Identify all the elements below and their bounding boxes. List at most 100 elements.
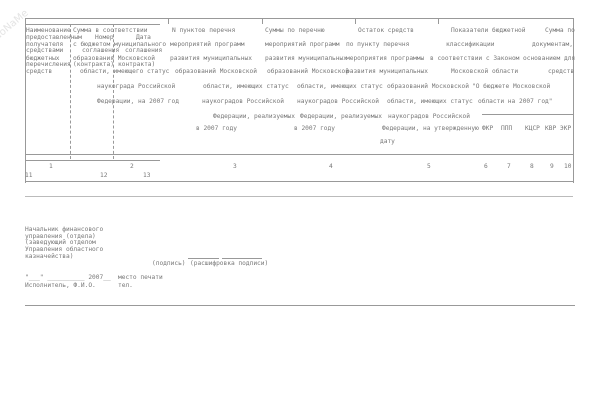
header-cell: мероприятий программ	[170, 41, 245, 48]
header-cell: средств	[548, 68, 575, 75]
signature-decode-field[interactable]: (расшифровка подписи)	[190, 260, 269, 267]
header-cell: N пунктов перечня	[172, 27, 236, 34]
header-cell: ЭКР	[560, 125, 572, 132]
date-field[interactable]: "___" __________ 2007__	[25, 274, 111, 281]
column-divider	[168, 18, 169, 24]
header-cell: наукоградов Российской	[388, 113, 470, 120]
header-cell: "О бюджете Московской	[472, 83, 551, 90]
header-cell: наукоградов Российской	[202, 98, 284, 105]
header-cell: области на 2007 год"	[478, 98, 553, 105]
table-rule	[482, 114, 573, 115]
table-rule	[25, 160, 160, 161]
header-cell: Наименование	[26, 27, 71, 34]
header-cell: Сумма по	[545, 27, 575, 34]
header-cell: контракта)	[118, 61, 156, 68]
header-cell: предоставленным	[26, 34, 82, 41]
header-cell: КВР	[545, 125, 557, 132]
header-cell: (контракта)	[73, 61, 114, 68]
header-cell: средств	[26, 68, 53, 75]
header-cell: с бюджетом муниципального	[73, 41, 167, 48]
header-cell: Сумма в соответствии	[73, 27, 148, 34]
header-cell: Дата	[136, 34, 151, 41]
signer-title: управления (отдела)	[25, 233, 96, 240]
table-border	[25, 18, 26, 183]
signature-rule	[188, 258, 219, 259]
header-cell: области, имеющих статус	[387, 98, 473, 105]
header-cell: в 2007 году	[294, 125, 335, 132]
column-number: 4	[329, 163, 333, 170]
stamp-place: место печати	[118, 274, 163, 281]
header-cell: КЦСР	[525, 125, 540, 132]
table-rule	[25, 181, 573, 182]
header-cell: мероприятия программы	[346, 55, 425, 62]
header-cell: образований Московской	[387, 83, 469, 90]
column-number: 13	[143, 172, 151, 179]
column-divider	[262, 18, 263, 24]
header-cell: по пункту перечня	[346, 41, 410, 48]
header-cell: в соответствии с Законом	[430, 55, 520, 62]
signature-field[interactable]: (подпись)	[152, 260, 186, 267]
column-divider	[438, 18, 439, 24]
header-cell: развития муниципальных	[265, 55, 347, 62]
column-number: 8	[530, 163, 534, 170]
header-cell: образований Московской	[267, 68, 349, 75]
column-number: 3	[233, 163, 237, 170]
signer-title: Управления областного	[25, 246, 104, 253]
header-cell: Федерации, на утвержденную	[382, 125, 479, 132]
header-cell: развития муниципальных	[346, 68, 428, 75]
header-cell: перечисления	[26, 61, 71, 68]
column-number: 11	[25, 172, 33, 179]
phone-field[interactable]: тел.	[118, 282, 133, 289]
header-cell: бюджетных	[26, 55, 60, 62]
column-number: 12	[100, 172, 108, 179]
table-rule	[25, 196, 573, 197]
bottom-rule	[25, 305, 575, 306]
header-cell: Федерации, на 2007 год	[97, 98, 179, 105]
header-cell: Остаток средств	[358, 27, 414, 34]
header-cell: Показатели бюджетной	[451, 27, 526, 34]
header-cell: ФКР	[482, 125, 494, 132]
header-cell: Суммы по перечню	[265, 27, 325, 34]
table-top-rule	[25, 18, 573, 19]
header-cell: дату	[380, 138, 395, 145]
header-cell: Федерации, реализуемых	[213, 113, 295, 120]
column-number: 6	[484, 163, 488, 170]
header-cell: получателя	[26, 41, 64, 48]
header-cell: Номер	[95, 34, 114, 41]
header-cell: основанием для	[523, 55, 576, 62]
header-cell: образования Московской	[73, 55, 155, 62]
header-cell: образований Московской	[175, 68, 257, 75]
header-cell: области, имеющих статус	[203, 83, 289, 90]
signature-rule	[222, 258, 262, 259]
header-cell: в 2007 году	[196, 125, 237, 132]
header-cell: ППП	[501, 125, 513, 132]
table-border	[573, 18, 574, 183]
table-rule	[25, 24, 160, 25]
column-number: 10	[564, 163, 572, 170]
header-cell: классификации	[446, 41, 495, 48]
column-divider	[113, 24, 114, 159]
column-number: 7	[507, 163, 511, 170]
header-cell: области, имеющих статус	[297, 83, 383, 90]
header-cell: средствами	[26, 47, 64, 54]
header-cell: соглашения	[82, 47, 120, 54]
header-cell: мероприятий программ	[265, 41, 340, 48]
column-divider	[70, 24, 71, 159]
signer-title: казначейства)	[25, 253, 74, 260]
column-number: 1	[49, 163, 53, 170]
table-rule	[25, 154, 573, 155]
executor-field[interactable]: Исполнитель, Ф.И.О.	[25, 282, 96, 289]
header-cell: Московской области	[451, 68, 519, 75]
column-number: 5	[427, 163, 431, 170]
header-cell: области, имеющего статус	[80, 68, 170, 75]
header-cell: развития муниципальных	[170, 55, 252, 62]
signer-title: Начальник финансового	[25, 226, 104, 233]
header-cell: наукоградов Российской	[297, 98, 379, 105]
signer-title: (заведующий отделом	[25, 239, 96, 246]
column-number: 9	[550, 163, 554, 170]
header-cell: соглашения	[125, 47, 163, 54]
column-number: 2	[130, 163, 134, 170]
header-cell: Федерации, реализуемых	[300, 113, 382, 120]
header-cell: наукограда Российской	[97, 83, 176, 90]
